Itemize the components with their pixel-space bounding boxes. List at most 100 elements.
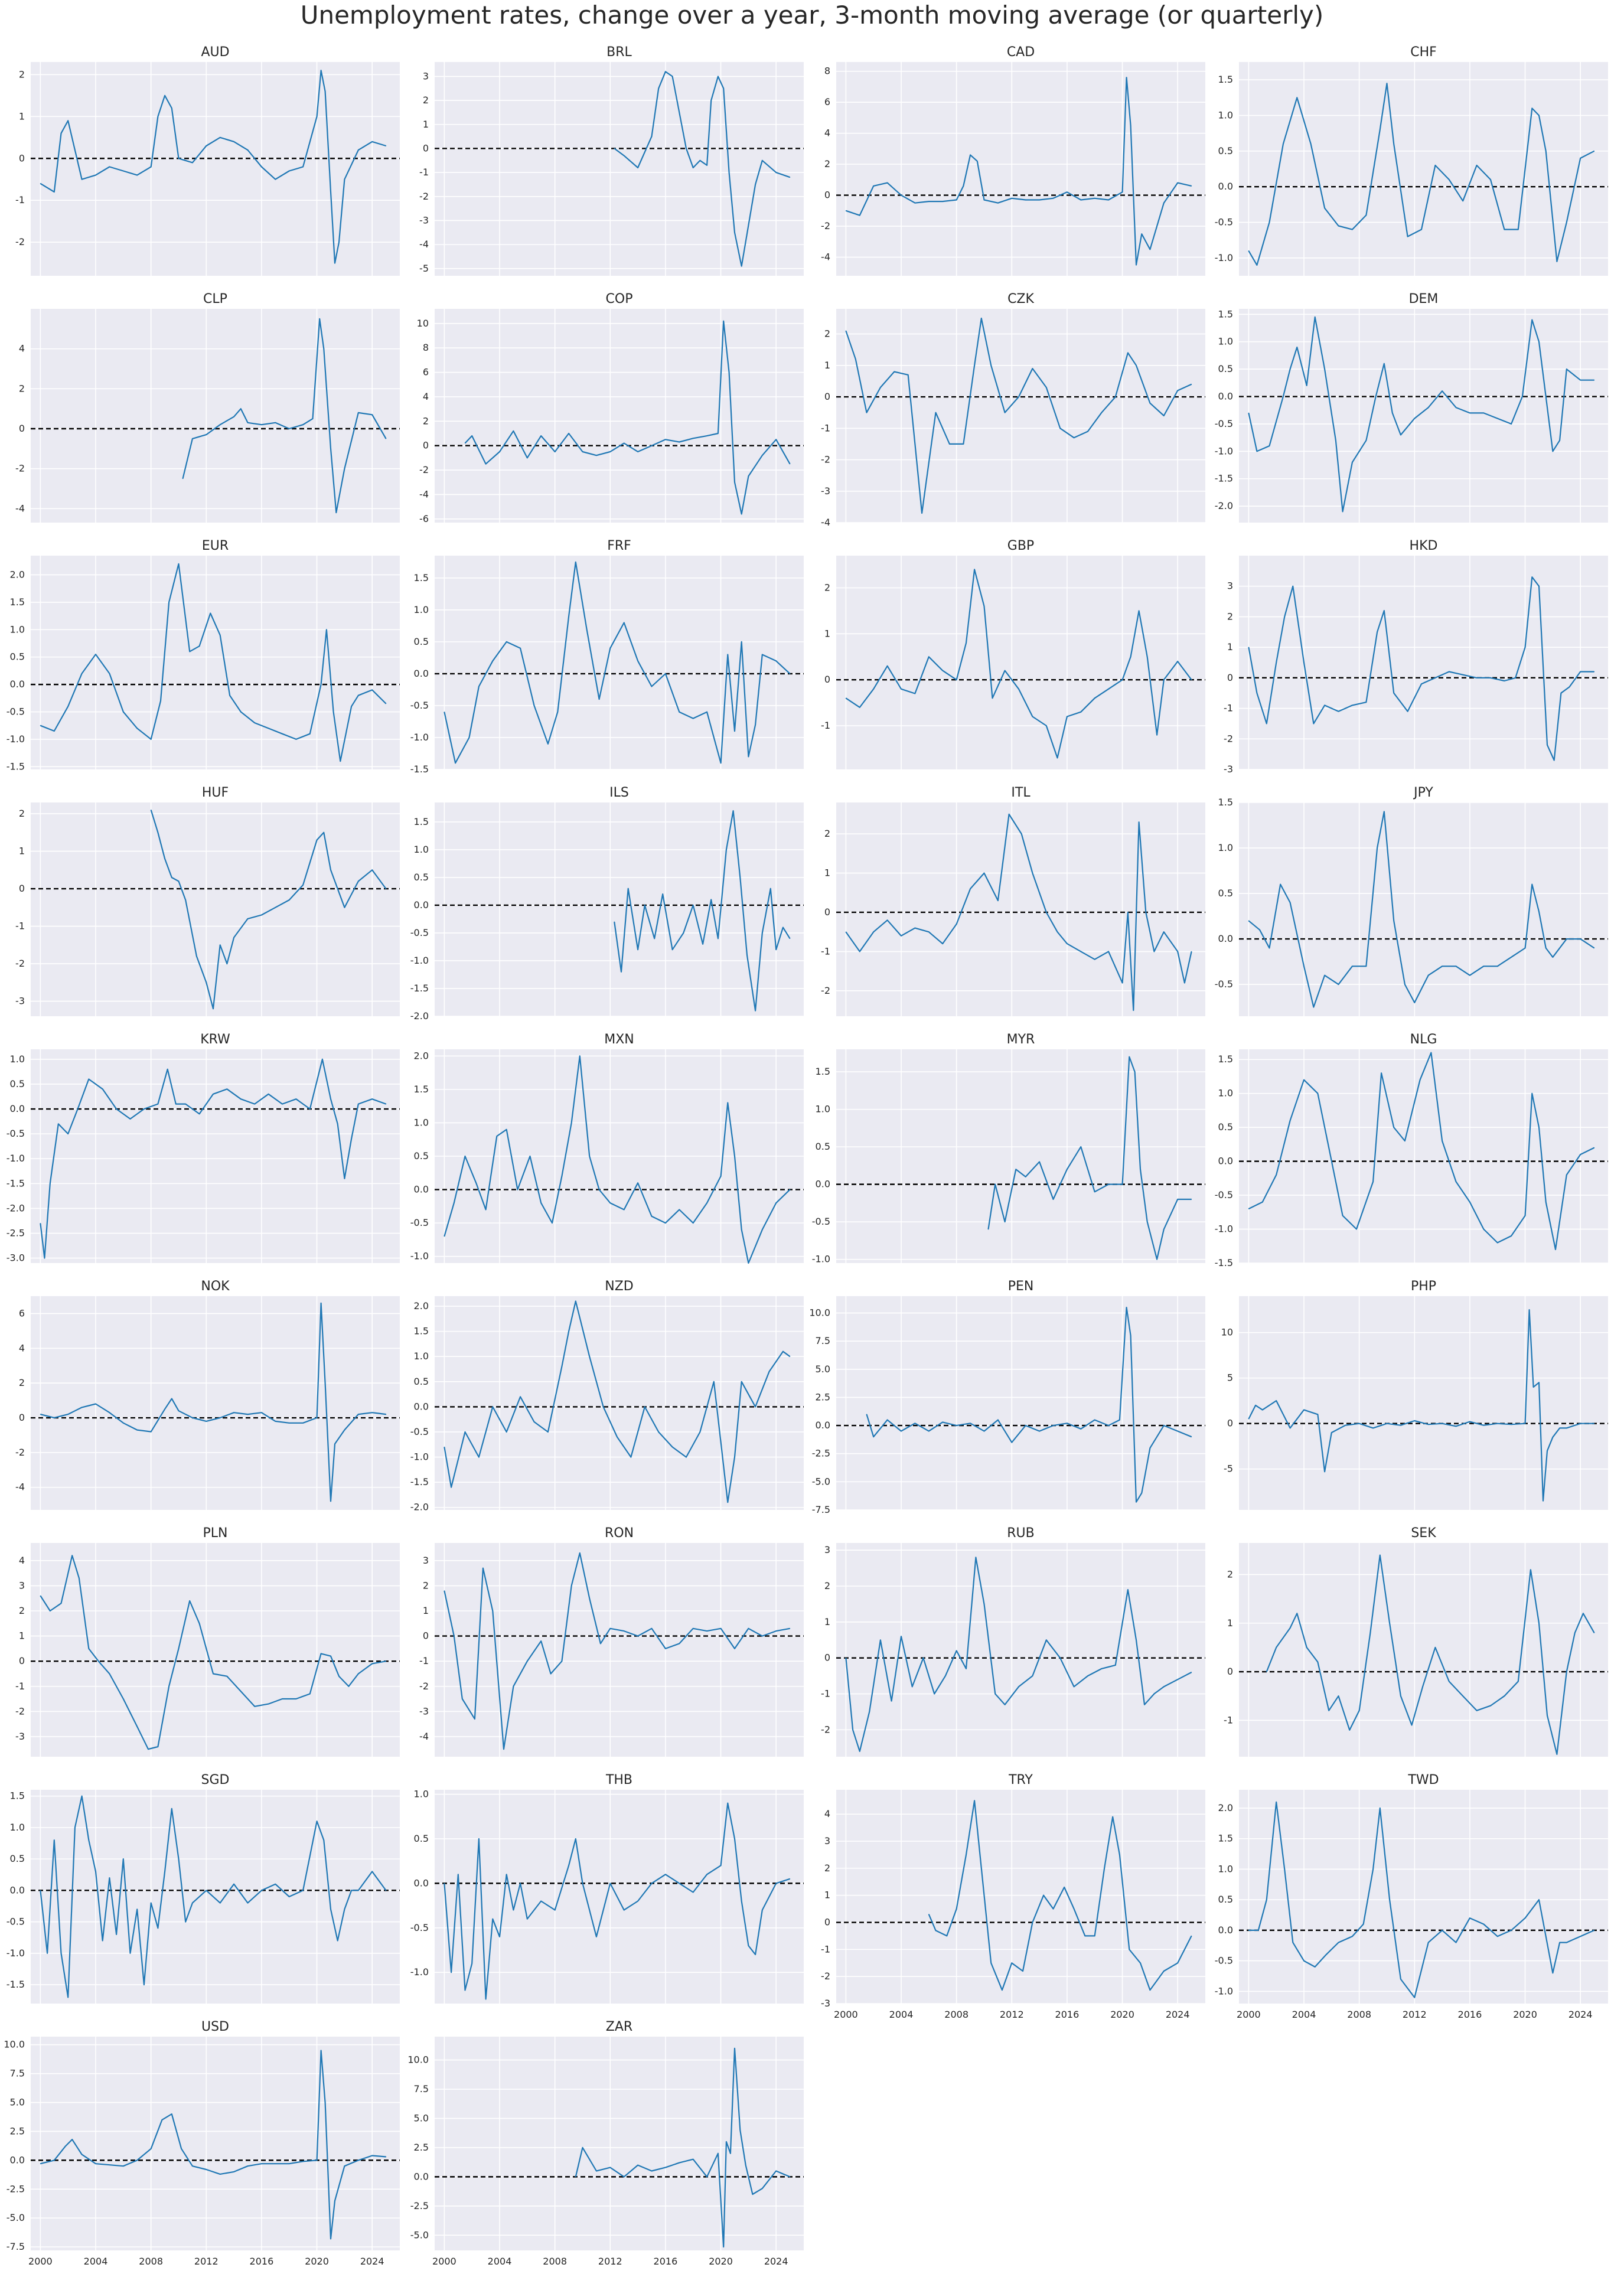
data-point xyxy=(1414,1997,1415,1998)
y-tick-label: 2 xyxy=(423,1580,429,1591)
y-tick-label: -5.0 xyxy=(410,2229,429,2240)
x-tick-label: 2012 xyxy=(1000,2009,1024,2020)
data-point xyxy=(956,1908,957,1910)
x-tick-label: 2008 xyxy=(139,2256,163,2267)
y-tick-label: 1.0 xyxy=(414,604,429,615)
data-point xyxy=(1538,911,1540,912)
data-point xyxy=(192,2165,193,2167)
y-tick-label: 2 xyxy=(19,383,25,394)
data-point xyxy=(371,2155,373,2156)
y-tick-label: -2 xyxy=(821,220,830,231)
data-point xyxy=(887,182,888,184)
panel-title: CZK xyxy=(1007,292,1034,306)
y-tick-label: -2 xyxy=(1224,733,1233,744)
y-tick-label: 2 xyxy=(423,415,429,426)
x-tick-label: 2016 xyxy=(1055,2009,1080,2020)
data-point xyxy=(1476,1710,1478,1711)
y-tick-label: 1.0 xyxy=(414,1117,429,1128)
data-point xyxy=(1580,1936,1581,1937)
y-tick-label: 0.5 xyxy=(414,872,429,883)
data-point xyxy=(734,730,735,732)
data-point xyxy=(665,1222,666,1224)
x-tick-label: 2004 xyxy=(488,2256,512,2267)
panel-background xyxy=(31,1296,400,1510)
series-line-ron xyxy=(443,1552,790,1750)
data-point xyxy=(1515,677,1516,678)
data-point xyxy=(330,1908,331,1910)
panel-background xyxy=(435,309,804,523)
y-tick-label: -1.5 xyxy=(1215,1257,1233,1268)
panel-sek: -1 0 1 2 SEK xyxy=(1224,1526,1608,1757)
panel-background xyxy=(1239,1049,1608,1263)
panel-title: BRL xyxy=(606,45,632,60)
data-point xyxy=(679,1209,680,1211)
y-tick-label: 0.5 xyxy=(10,651,25,663)
data-point xyxy=(335,512,337,513)
y-tick-label: 0 xyxy=(423,142,429,154)
x-tick-label: 2024 xyxy=(1568,2009,1593,2020)
data-point xyxy=(1434,677,1436,678)
y-tick-label: 0 xyxy=(423,440,429,451)
data-point xyxy=(1428,1942,1429,1943)
y-tick-label: 0.0 xyxy=(10,678,25,690)
y-tick-label: -4 xyxy=(419,239,429,250)
y-tick-label: 0 xyxy=(824,906,830,918)
panel-pen: -7.5 -5.0 -2.5 0.0 2.5 5.0 7.5 10.0 PEN xyxy=(809,1279,1205,1515)
y-tick-label: 1.0 xyxy=(10,1822,25,1833)
data-point xyxy=(1191,185,1192,187)
data-point xyxy=(782,1351,784,1352)
panel-background xyxy=(1239,556,1608,769)
data-point xyxy=(723,88,724,89)
data-point xyxy=(1365,214,1367,216)
y-tick-label: -2.5 xyxy=(812,1448,830,1459)
data-point xyxy=(1018,396,1019,397)
panel-cop: -6 -4 -2 0 2 4 6 8 10 COP xyxy=(417,292,804,524)
data-point xyxy=(344,1908,345,1910)
data-point xyxy=(192,1417,193,1418)
data-point xyxy=(1153,951,1155,952)
panel-title: FRF xyxy=(607,539,631,553)
y-tick-label: 0 xyxy=(824,1652,830,1663)
y-tick-label: -1 xyxy=(821,422,830,433)
data-point xyxy=(312,418,314,419)
y-tick-label: -1.0 xyxy=(410,1451,429,1463)
y-tick-label: 1.5 xyxy=(1218,74,1233,85)
panel-gbp: -1 0 1 2 GBP xyxy=(821,539,1205,769)
x-tick-label: 2008 xyxy=(1347,2009,1371,2020)
data-point xyxy=(344,2165,345,2167)
y-tick-label: 10 xyxy=(1221,1327,1233,1338)
y-tick-label: 2.0 xyxy=(414,1050,429,1061)
data-point xyxy=(517,1189,518,1190)
panel-background xyxy=(31,1790,400,2004)
y-tick-label: 5.0 xyxy=(10,2097,25,2108)
data-point xyxy=(956,1650,957,1652)
data-point xyxy=(136,2159,138,2161)
x-tick-label: 2000 xyxy=(1237,2009,1261,2020)
x-tick-label: 2016 xyxy=(1458,2009,1482,2020)
data-point xyxy=(506,1129,507,1130)
data-point xyxy=(1248,250,1249,252)
y-tick-label: -5.0 xyxy=(812,1476,830,1487)
y-tick-label: -0.5 xyxy=(410,1426,429,1437)
y-tick-label: 0.5 xyxy=(414,1376,429,1387)
y-tick-label: 0.0 xyxy=(10,1884,25,1895)
y-tick-label: -3 xyxy=(419,1705,429,1717)
panel-nok: -4 -2 0 2 4 6 NOK xyxy=(15,1279,400,1510)
x-tick-label: 2012 xyxy=(194,2256,219,2267)
panel-hkd: -3 -2 -1 0 1 2 3 HKD xyxy=(1224,539,1608,775)
data-point xyxy=(654,938,655,939)
x-tick-label: 2000 xyxy=(28,2256,53,2267)
data-point xyxy=(261,1412,262,1413)
data-point xyxy=(887,919,888,921)
y-tick-label: -1.0 xyxy=(1215,252,1233,263)
data-point xyxy=(178,880,180,882)
y-tick-label: -0.5 xyxy=(1215,1189,1233,1200)
data-point xyxy=(1163,415,1165,416)
data-point xyxy=(1115,396,1116,397)
data-point xyxy=(651,1628,653,1629)
data-point xyxy=(198,1623,200,1624)
y-tick-label: -0.5 xyxy=(1215,418,1233,429)
data-point xyxy=(665,2167,666,2168)
panel-frf: -1.5 -1.0 -0.5 0.0 0.5 1.0 1.5 FRF xyxy=(410,539,804,775)
x-tick-label: 2020 xyxy=(1513,2009,1537,2020)
